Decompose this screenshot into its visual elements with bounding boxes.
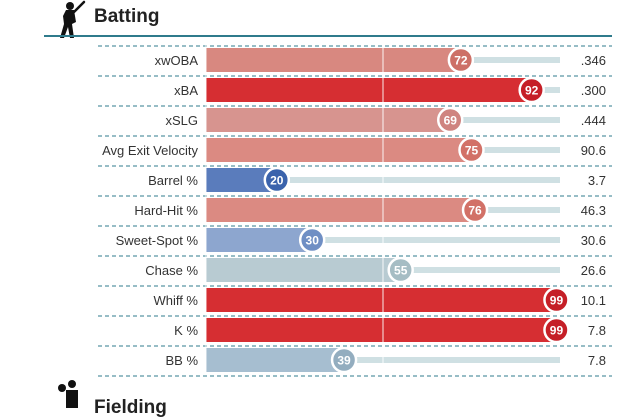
percentile-badge [543,316,570,344]
bar [206,198,476,222]
bar [206,138,472,162]
bar [206,348,345,372]
percentile-badge [387,256,414,284]
percentile-badge [447,46,475,74]
stat-value: .346 [581,53,606,68]
category-label: K % [174,323,198,338]
stat-value: 90.6 [581,143,606,158]
stat-value: 26.6 [581,263,606,278]
stat-value: 30.6 [581,233,606,248]
stat-value: .300 [581,83,606,98]
category-label: Sweet-Spot % [116,233,199,248]
category-label: Whiff % [153,293,198,308]
category-label: Hard-Hit % [134,203,198,218]
stat-value: 7.8 [588,323,606,338]
category-label: xwOBA [155,53,199,68]
percentile-label: 30 [306,234,320,248]
percentile-badge [263,166,291,194]
section-header: Batting [44,0,612,40]
fielding-header: Fielding [44,374,444,418]
category-label: Barrel % [148,173,198,188]
percentile-badge [330,346,358,374]
stat-value: 46.3 [581,203,606,218]
percentile-label: 69 [444,114,458,128]
percentile-label: 92 [525,84,539,98]
bar [206,48,461,72]
bar [206,78,532,102]
percentile-label: 20 [270,174,284,188]
bar [206,288,557,312]
section-title: Batting [94,6,160,27]
percentile-badge [518,76,545,104]
fielder-icon [58,380,78,408]
stat-value: .444 [581,113,606,128]
percentile-badge [437,106,464,134]
bar [206,108,451,132]
percentile-badge [461,196,489,224]
percentile-badge [298,226,326,254]
stat-value: 3.7 [588,173,606,188]
category-label: BB % [165,353,198,368]
percentile-label: 76 [468,204,482,218]
fielding-title: Fielding [94,397,167,418]
category-label: Chase % [145,263,198,278]
category-label: Avg Exit Velocity [102,143,198,158]
percentile-badge [543,286,570,314]
batter-icon [60,0,86,38]
section-divider [44,35,612,37]
stat-value: 7.8 [588,353,606,368]
category-label: xBA [174,83,198,98]
bar [206,318,557,342]
percentile-label: 72 [454,54,468,68]
percentile-label: 55 [394,264,408,278]
bar [206,258,401,282]
bar [206,228,313,252]
percentile-label: 39 [337,354,351,368]
percentile-badge [458,136,485,164]
category-label: xSLG [165,113,198,128]
percentile-label: 75 [465,144,479,158]
percentile-label: 99 [550,324,564,338]
percentile-label: 99 [550,294,564,308]
stat-value: 10.1 [581,293,606,308]
